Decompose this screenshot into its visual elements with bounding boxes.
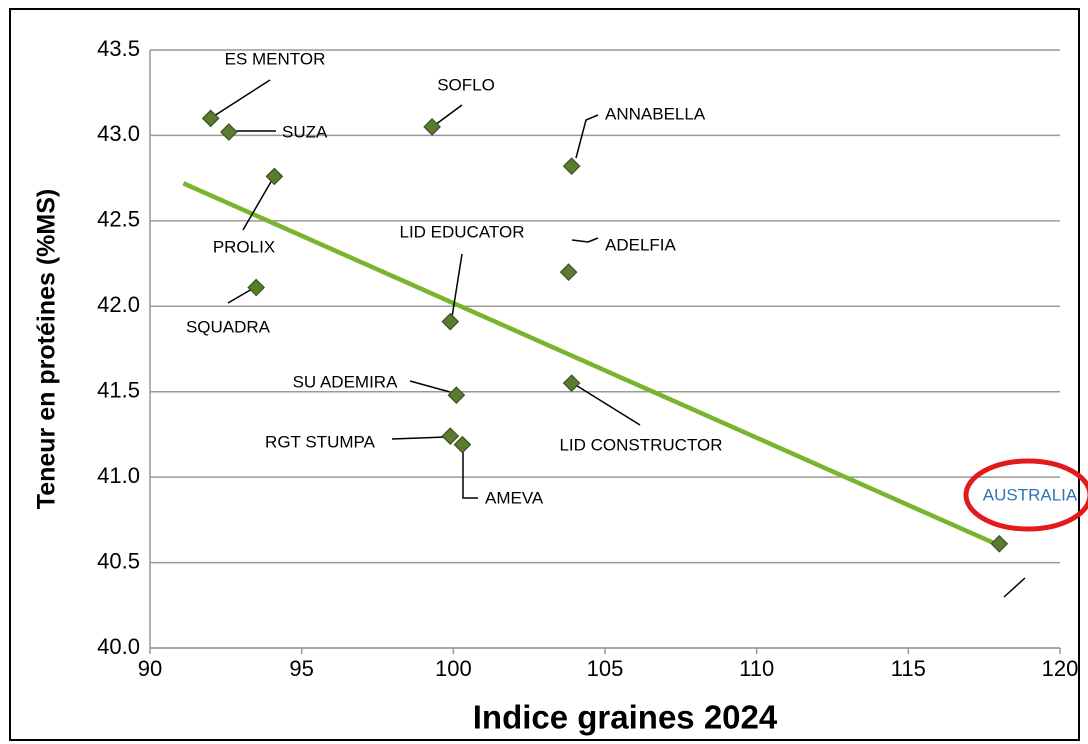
point-label: SU ADEMIRA: [293, 372, 399, 391]
y-tick-label: 42.5: [97, 207, 140, 232]
leader-line: [451, 253, 463, 318]
y-tick-label: 41.5: [97, 378, 140, 403]
point: [559, 263, 578, 281]
leader-line: [434, 104, 463, 126]
leader-line: [575, 114, 599, 159]
point: [265, 167, 284, 186]
x-tick-label: 120: [1042, 656, 1079, 681]
leader-line: [391, 436, 447, 440]
y-tick-label: 40.5: [97, 548, 140, 573]
y-axis-title: Teneur en protéines (%MS): [33, 189, 61, 509]
x-tick-label: 90: [138, 656, 162, 681]
x-tick-label: 110: [739, 656, 774, 681]
leader-line: [227, 288, 253, 304]
point-label: LID CONSTRUCTOR: [559, 435, 722, 454]
point-label: SUZA: [282, 122, 328, 141]
point: [447, 386, 466, 404]
point-label: ANNABELLA: [605, 104, 706, 123]
x-tick-label: 105: [587, 656, 624, 681]
x-tick-label: 95: [289, 656, 313, 681]
point: [247, 278, 266, 297]
x-tick-label: 115: [891, 656, 926, 681]
point-label: AMEVA: [485, 488, 544, 507]
point: [220, 123, 238, 141]
leader-line: [573, 383, 641, 426]
leader-line: [242, 179, 273, 231]
point: [423, 118, 441, 136]
leader-line: [571, 237, 599, 243]
point-label: SQUADRA: [186, 317, 271, 336]
point-label: RGT STUMPA: [265, 432, 376, 451]
point-label: PROLIX: [213, 237, 275, 256]
y-tick-label: 42.0: [97, 292, 140, 317]
point-label: ES MENTOR: [225, 49, 326, 68]
point: [562, 374, 581, 393]
chart-frame: [9, 8, 1080, 741]
point-label: AUSTRALIA: [983, 485, 1078, 504]
y-tick-label: 41.0: [97, 463, 140, 488]
point: [201, 109, 220, 128]
point: [441, 427, 460, 445]
point-label: SOFLO: [437, 75, 495, 94]
trendline: [182, 181, 1001, 548]
point-label: LID EDUCATOR: [399, 222, 524, 241]
y-tick-label: 43.5: [97, 36, 140, 61]
y-tick-label: 43.0: [97, 121, 140, 146]
point: [562, 157, 581, 176]
point: [990, 534, 1009, 553]
leader-line: [1003, 577, 1026, 598]
point-label: ADELFIA: [605, 235, 677, 254]
leader-line: [409, 380, 451, 393]
leader-line: [213, 79, 271, 117]
y-tick-label: 40.0: [97, 634, 140, 659]
x-axis-title: Indice graines 2024: [473, 699, 778, 736]
x-tick-label: 100: [435, 656, 472, 681]
leader-line: [462, 450, 478, 499]
point: [441, 312, 460, 331]
highlight-ellipse: [963, 458, 1088, 532]
point: [453, 435, 472, 454]
